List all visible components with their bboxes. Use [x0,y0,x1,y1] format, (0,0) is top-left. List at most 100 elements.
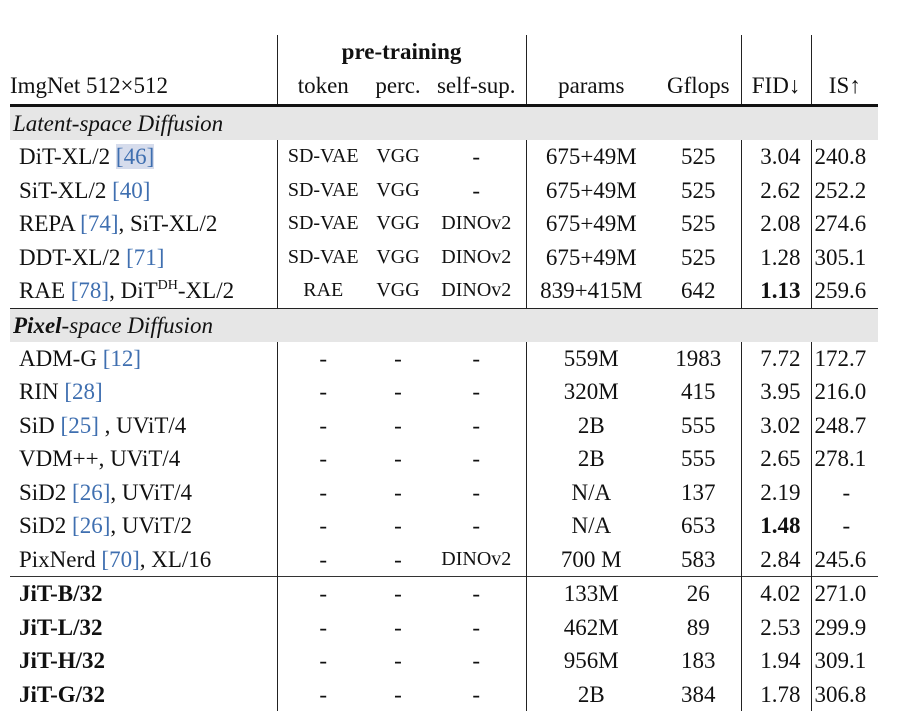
citation-link[interactable]: [28] [64,379,103,404]
header-fid: FID↓ [741,68,812,106]
method-label: DDT-XL/2 [19,244,127,270]
is-cell: 248.7 [814,412,867,438]
selfsup-cell: - [427,442,527,476]
params-cell: 675+49M [545,144,637,169]
is-cell: 306.8 [814,681,867,707]
perc-cell: - [394,513,402,538]
params-cell: 2B [577,681,605,707]
gflops-cell: 384 [656,677,742,711]
token-cell: - [319,648,328,673]
method-superscript: DH [157,278,178,293]
citation-link[interactable]: [70] [101,546,140,572]
header-row-group: pre-training [10,35,878,68]
params-cell: N/A [571,513,612,538]
token-cell: SD-VAE [287,178,359,201]
section-title: Latent-space Diffusion [10,105,879,140]
perc-cell: - [369,576,427,611]
gflops-cell: 26 [656,576,742,611]
token-cell: - [319,412,328,438]
citation-link[interactable]: [26] [72,513,111,538]
method-label: SiD2 [19,479,73,505]
method-suffix2: -XL/2 [177,278,235,303]
method-name: JiT-G/32 [10,677,278,711]
gflops-cell: 183 [656,644,742,678]
perc-cell: - [394,446,402,471]
perc-cell: - [394,379,402,404]
fid-cell: 1.78 [741,677,812,711]
header-perc: perc. [375,73,421,98]
citation-link[interactable]: [25] [60,412,99,438]
table-row: JiT-B/32- - -133M 26 4.02 271.0 [10,576,879,611]
header-pretraining: pre-training [277,35,527,68]
fid-cell: 3.95 [741,375,812,409]
params-cell: 2B [577,412,605,438]
params-cell: 956M [563,648,619,673]
method-name: REPA [74], SiT-XL/2 [10,207,278,241]
fid-cell: 1.13 [741,274,812,308]
method-label: SiT-XL/2 [19,177,113,203]
citation-link[interactable]: [46] [115,144,155,169]
method-suffix: , UViT/4 [110,479,193,505]
method-name: JiT-H/32 [10,644,278,678]
results-table: pre-training ImgNet 512×512 token perc. … [10,35,879,711]
table-row: ADM-G [12] - - -559M 1983 7.72 172.7 [10,341,878,375]
citation-link[interactable]: [26] [72,479,111,505]
method-name: RAE [78], DiTDH-XL/2 [10,274,278,308]
params-cell: 675+49M [545,177,637,203]
section-header: Latent-space Diffusion [10,105,879,140]
method-suffix: , XL/16 [139,546,212,572]
method-name: VDM++, UViT/4 [10,442,278,476]
method-name: DDT-XL/2 [71] [10,240,278,274]
section-title-text: -space Diffusion [61,312,213,338]
perc-cell: VGG [376,245,420,268]
is-cell: 278.1 [814,446,867,471]
section-title: Pixel-space Diffusion [10,307,879,342]
fid-cell: 1.48 [741,509,812,543]
perc-cell: - [394,614,402,640]
gflops-cell: 525 [656,240,742,274]
method-label: VDM++, UViT/4 [19,446,181,471]
table-row: SiT-XL/2 [40] SD-VAE VGG -675+49M 525 2.62 252… [10,173,878,207]
table-body: Latent-space Diffusion DiT-XL/2 [46] SD-VA… [10,105,879,711]
is-cell: - [842,513,851,538]
method-name: ADM-G [12] [10,341,278,375]
header-empty [10,35,278,68]
selfsup-cell: - [427,341,527,375]
params-cell: 559M [563,345,619,371]
method-label: RAE [19,278,71,303]
method-label: JiT-G/32 [19,681,106,707]
citation-link[interactable]: [71] [126,244,165,270]
header-dataset: ImgNet 512×512 [10,68,278,106]
table-row: JiT-L/32- - -462M 89 2.53 299.9 [10,610,878,644]
selfsup-cell: DINOv2 [427,542,527,577]
method-label: JiT-H/32 [19,648,106,673]
method-label: DiT-XL/2 [19,144,116,169]
fid-cell: 2.62 [741,173,812,207]
selfsup-cell: - [427,509,527,543]
citation-link[interactable]: [40] [112,177,151,203]
method-suffix: , UViT/2 [110,513,193,538]
table-row: DDT-XL/2 [71] SD-VAE VGG DINOv2 675+49M 525 1.… [10,240,878,274]
method-name: SiD [25] , UViT/4 [10,408,278,442]
citation-link[interactable]: [12] [102,345,142,371]
citation-link[interactable]: [74] [80,211,119,236]
selfsup-cell: - [427,173,527,207]
fid-cell: 7.72 [741,341,812,375]
params-cell: 675+49M [545,211,637,236]
header-row-columns: ImgNet 512×512 token perc. self-sup. par… [10,68,879,106]
fid-cell: 2.65 [741,442,812,476]
token-cell: - [277,576,369,611]
is-cell: 172.7 [814,345,867,371]
citation-link[interactable]: [78] [70,278,110,303]
section-title-text: Latent-space Diffusion [13,111,224,136]
fid-cell: 1.28 [741,240,812,274]
method-suffix: , DiT [109,278,158,303]
method-label: ADM-G [19,345,103,371]
perc-cell: - [394,479,402,505]
gflops-cell: 1983 [656,341,742,375]
selfsup-cell: DINOv2 [427,274,527,308]
selfsup-cell: - [427,644,527,678]
is-cell: 259.6 [814,278,867,303]
selfsup-cell: - [427,677,527,711]
params-cell: 675+49M [545,244,637,270]
